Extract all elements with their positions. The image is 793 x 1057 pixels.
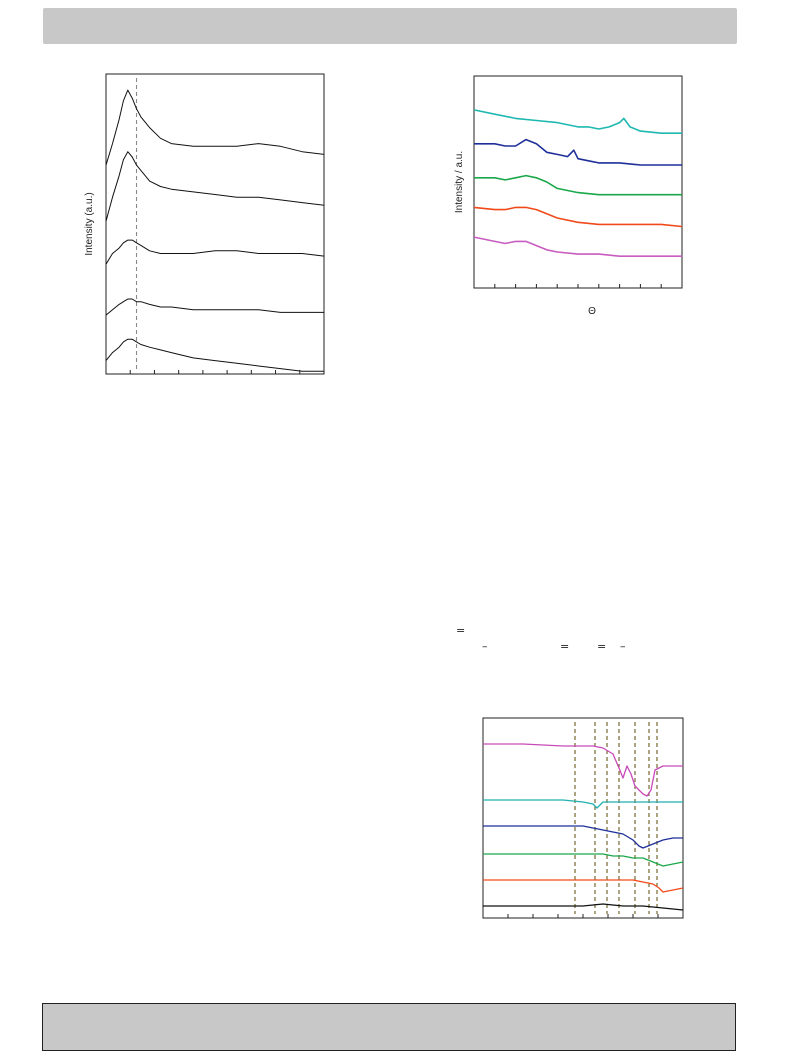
figure-xrd-black: Intensity (a.u.) <box>78 62 338 390</box>
series-line-2 <box>483 799 683 809</box>
series-line-3 <box>483 825 683 849</box>
series-line-5 <box>483 879 684 893</box>
series-line-3 <box>474 174 682 196</box>
series-line-2 <box>474 138 682 166</box>
series-line-5 <box>105 338 324 372</box>
plot-frame <box>482 717 684 919</box>
equation-symbol: – <box>620 640 626 653</box>
series-line-1 <box>483 743 683 797</box>
series-line-5 <box>473 236 682 257</box>
equation-symbol: = <box>560 640 570 653</box>
series-line-2 <box>105 151 325 222</box>
page-header-bar <box>43 8 737 44</box>
y-axis-label: Intensity (a.u.) <box>84 192 95 255</box>
figure-ftir <box>470 712 695 937</box>
y-axis-label: Intensity / a.u. <box>454 151 465 213</box>
equation-symbol: = <box>597 640 607 653</box>
equation-symbol: – <box>482 640 488 653</box>
x-axis-label: Θ <box>588 306 596 317</box>
chart-1-svg: Intensity (a.u.) <box>84 73 325 375</box>
plot-frame <box>105 73 325 375</box>
page-footer-bar <box>42 1003 736 1051</box>
chart-3-svg <box>482 717 684 919</box>
series-line-4 <box>105 298 324 316</box>
series-line-6 <box>483 903 684 911</box>
series-line-1 <box>105 89 325 166</box>
series-line-3 <box>105 239 325 265</box>
series-line-1 <box>473 109 682 134</box>
series-line-4 <box>483 853 684 867</box>
chart-2-svg: Intensity / a.u. Θ <box>454 75 683 317</box>
equation-symbol: = <box>456 624 466 637</box>
figure-xrd-color: Intensity / a.u. Θ <box>448 64 698 324</box>
series-line-4 <box>473 206 683 228</box>
